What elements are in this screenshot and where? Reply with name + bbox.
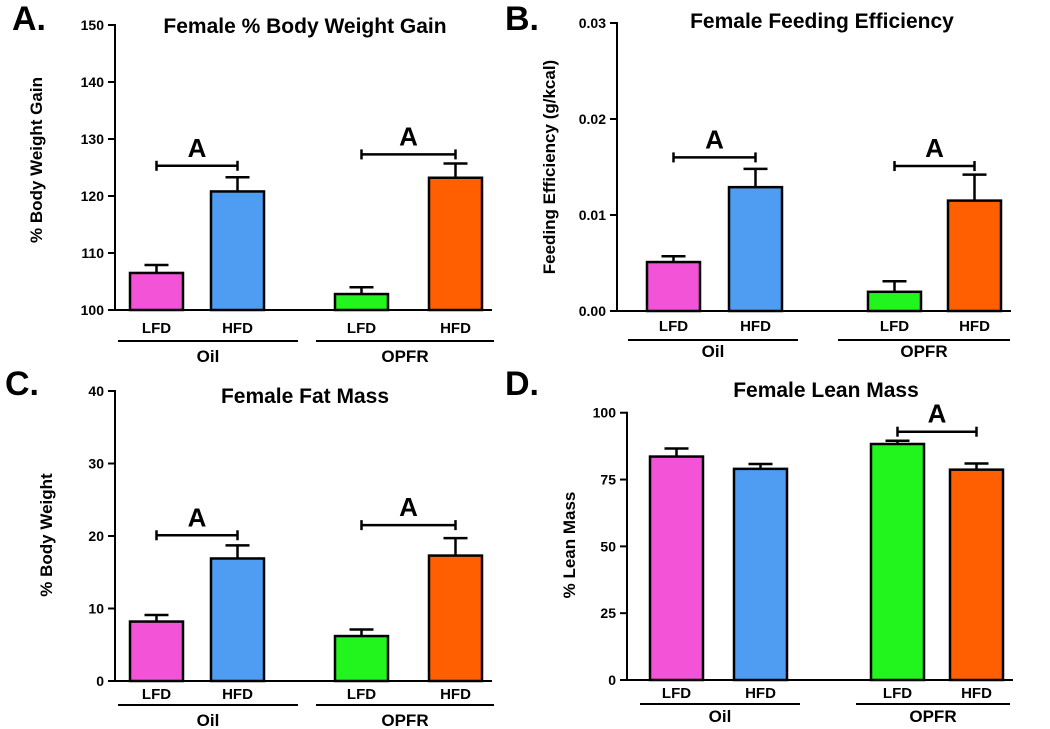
- category-label: HFD: [222, 686, 253, 703]
- y-tick-label: 0.00: [579, 303, 606, 319]
- group-label-opfr: OPFR: [909, 707, 956, 726]
- group-label-opfr: OPFR: [381, 711, 428, 729]
- group-label-oil: Oil: [709, 707, 732, 726]
- y-tick-label: 0.02: [579, 111, 606, 127]
- group-label-opfr: OPFR: [381, 347, 428, 366]
- significance-label: A: [399, 492, 418, 522]
- y-tick-label: 120: [81, 188, 105, 204]
- bar-2: [209, 190, 266, 312]
- chart-title: Female Lean Mass: [733, 379, 919, 402]
- category-label: LFD: [142, 686, 171, 703]
- y-axis-label: % Body Weight: [37, 473, 56, 597]
- bar-2: [209, 557, 266, 683]
- panel-letter: D.: [505, 365, 539, 403]
- bar-2: [727, 185, 784, 313]
- significance-label: A: [188, 502, 207, 532]
- category-label: HFD: [222, 320, 253, 337]
- category-label: LFD: [883, 685, 912, 702]
- bar-3: [869, 442, 926, 682]
- category-label: HFD: [440, 686, 471, 703]
- bar-4: [427, 554, 484, 683]
- y-tick-label: 0: [96, 673, 104, 689]
- panel-letter: A.: [12, 0, 46, 38]
- bar-4: [427, 176, 484, 312]
- chart-panel-1: A. Female % Body Weight Gain % Body Weight…: [12, 0, 494, 366]
- y-tick-label: 110: [81, 245, 104, 261]
- group-label-opfr: OPFR: [900, 342, 947, 361]
- category-label: LFD: [659, 318, 688, 335]
- chart-title: Female Feeding Efficiency: [690, 10, 954, 33]
- category-label: LFD: [880, 318, 909, 335]
- y-tick-label: 130: [81, 131, 105, 147]
- category-label: HFD: [740, 318, 771, 335]
- significance-label: A: [399, 121, 418, 151]
- y-tick-label: 0.01: [579, 207, 606, 223]
- bar-4: [948, 468, 1005, 682]
- category-label: HFD: [440, 320, 471, 337]
- significance-label: A: [925, 133, 944, 163]
- category-label: LFD: [142, 320, 171, 337]
- bar-1: [128, 271, 185, 312]
- bar-1: [128, 620, 185, 683]
- chart-panel-2: B. Female Feeding Efficiency Feeding Effic…: [505, 0, 1011, 361]
- y-tick-label: 140: [81, 74, 105, 90]
- chart-title: Female Fat Mass: [221, 385, 389, 408]
- category-label: HFD: [961, 685, 992, 702]
- y-tick-label: 150: [81, 17, 105, 33]
- category-label: LFD: [347, 320, 376, 337]
- bar-1: [645, 260, 702, 313]
- bar-3: [333, 634, 390, 683]
- bar-2: [732, 467, 789, 682]
- category-label: LFD: [347, 686, 376, 703]
- group-label-oil: Oil: [197, 711, 220, 729]
- y-tick-label: 40: [88, 383, 104, 399]
- group-label-oil: Oil: [702, 342, 725, 361]
- panel-letter: C.: [5, 365, 39, 403]
- y-tick-label: 25: [600, 605, 616, 621]
- chart-panel-4: D. Female Lean Mass % Lean Mass 0 25 50 75 100 L…: [505, 365, 1013, 726]
- y-tick-label: 10: [88, 601, 104, 617]
- category-label: HFD: [745, 685, 776, 702]
- y-tick-label: 100: [593, 405, 617, 421]
- group-label-oil: Oil: [197, 347, 220, 366]
- significance-label: A: [928, 399, 947, 429]
- y-axis-label: % Body Weight Gain: [27, 77, 46, 243]
- chart-title: Female % Body Weight Gain: [163, 15, 446, 38]
- panel-letter: B.: [505, 0, 539, 38]
- y-tick-label: 75: [600, 472, 616, 488]
- category-label: LFD: [662, 685, 691, 702]
- y-tick-label: 100: [81, 302, 105, 318]
- bar-3: [866, 290, 923, 313]
- y-tick-label: 0.03: [579, 15, 606, 31]
- significance-label: A: [705, 124, 724, 154]
- y-tick-label: 20: [88, 528, 104, 544]
- y-axis-label: % Lean Mass: [560, 492, 579, 599]
- category-label: HFD: [959, 318, 990, 335]
- y-axis-label: Feeding Efficiency (g/kcal): [540, 60, 559, 274]
- bar-4: [946, 199, 1003, 313]
- chart-panel-3: C. Female Fat Mass % Body Weight 0 10 20 30 40 L…: [5, 365, 494, 729]
- y-tick-label: 0: [608, 672, 616, 688]
- bar-1: [648, 455, 705, 682]
- bar-3: [333, 292, 390, 312]
- significance-label: A: [188, 133, 207, 163]
- y-tick-label: 50: [600, 538, 616, 554]
- y-tick-label: 30: [88, 456, 104, 472]
